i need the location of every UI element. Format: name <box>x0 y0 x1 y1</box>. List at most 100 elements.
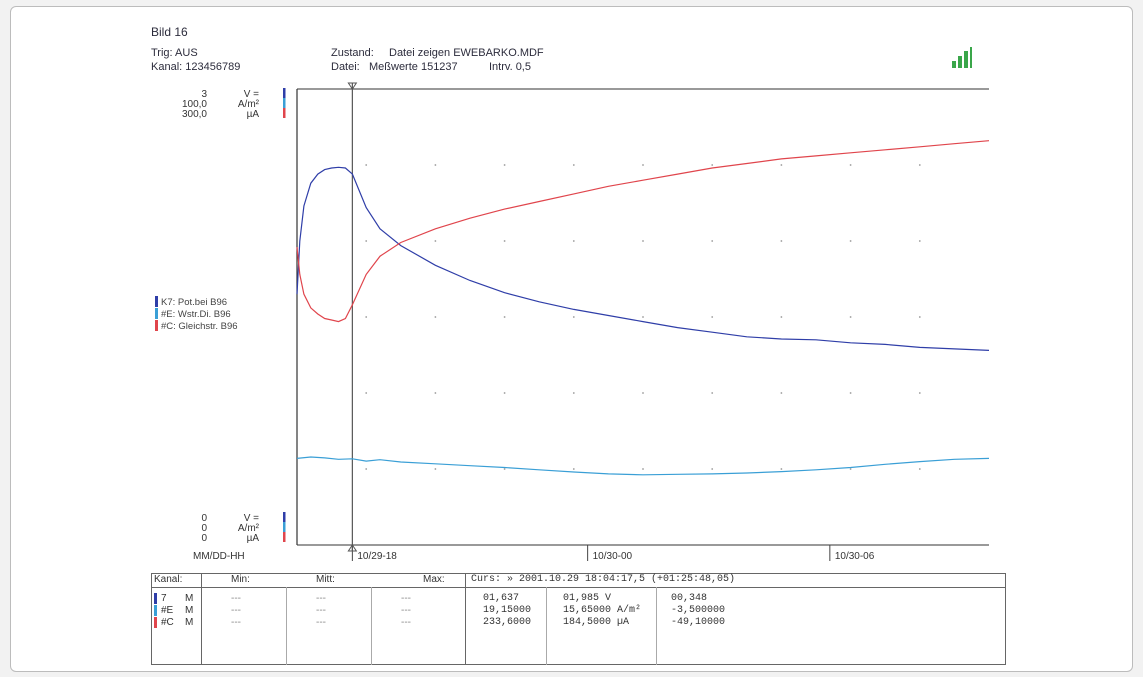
table-cell-c1: 01,637 <box>483 593 520 604</box>
legend-swatch <box>155 308 158 319</box>
table-cell-c2: 15,65000 A/m² <box>563 605 642 616</box>
y-bottom-label-unit: V = <box>244 513 259 524</box>
grid-dot <box>849 164 852 166</box>
table-header-max: Max: <box>423 574 445 585</box>
grid-dot <box>642 240 644 242</box>
table-cell-c3: -49,10000 <box>671 617 726 628</box>
table-cell-min: --- <box>231 593 241 604</box>
table-cell-mitt: --- <box>316 605 326 616</box>
table-cell-min: --- <box>231 605 241 616</box>
chart-area: 3 V = 100,0 A/m² 300,0 µA 0 V = 0 A/m² 0 µA K7: Pot.… <box>155 82 990 562</box>
table-cell-mitt: --- <box>316 593 326 604</box>
y-bottom-label-color-bar <box>283 532 286 542</box>
table-cell-mode: M <box>185 605 194 616</box>
grid-dot <box>434 316 437 318</box>
legend-label: #E: Wstr.Di. B96 <box>161 309 231 320</box>
zustand-value: Datei zeigen EWEBARKO.MDF <box>389 47 544 59</box>
y-bottom-label-unit: A/m² <box>238 523 260 534</box>
grid-dot <box>849 392 852 394</box>
grid-dot <box>918 164 921 166</box>
grid-dot <box>434 392 437 394</box>
y-top-label-value: 300,0 <box>182 109 207 120</box>
y-bottom-label-value: 0 <box>201 523 207 534</box>
table-col-divider <box>371 587 372 665</box>
table-left-border <box>151 573 152 665</box>
grid-dot <box>365 240 368 242</box>
y-top-label-unit: A/m² <box>238 99 260 110</box>
grid-dot <box>365 316 368 318</box>
table-cell-mode: M <box>185 617 194 628</box>
x-tick-label: 10/30-06 <box>835 551 875 562</box>
grid-dot <box>503 316 506 318</box>
table-col-divider <box>201 573 202 665</box>
y-top-label-unit: V = <box>244 89 259 100</box>
grid-dot <box>503 392 506 394</box>
table-cell-max: --- <box>401 593 411 604</box>
datei-label: Datei: <box>331 61 360 73</box>
zustand-label: Zustand: <box>331 47 374 59</box>
y-bottom-label-color-bar <box>283 512 286 522</box>
grid-dot <box>711 468 714 470</box>
table-cell-mode: M <box>185 593 194 604</box>
grid-dot <box>918 240 921 242</box>
grid-dot <box>918 468 921 470</box>
y-top-label-color-bar <box>283 108 286 118</box>
grid-dot <box>503 240 506 242</box>
grid-dot <box>503 468 506 470</box>
kanal-list: Kanal: 123456789 <box>151 61 241 73</box>
y-bottom-label-value: 0 <box>201 533 207 544</box>
grid-dot <box>572 240 575 242</box>
table-bottom-border <box>151 664 1006 665</box>
grid-dot <box>780 468 783 470</box>
table-col-divider <box>465 573 466 665</box>
table-cell-c3: 00,348 <box>671 593 708 604</box>
table-right-border <box>1005 573 1006 665</box>
row-color-bar <box>154 617 157 628</box>
x-axis-label: MM/DD-HH <box>193 551 245 562</box>
grid-dot <box>642 316 644 318</box>
grid-dot <box>711 164 714 166</box>
y-top-label-color-bar <box>283 88 286 98</box>
series-line <box>296 166 990 351</box>
signal-strength-icon <box>952 47 972 68</box>
legend-label: K7: Pot.bei B96 <box>161 297 227 308</box>
y-bottom-label-value: 0 <box>201 513 207 524</box>
y-top-label-unit: µA <box>247 109 260 120</box>
table-cell-c1: 233,6000 <box>483 617 532 628</box>
table-col-divider <box>286 587 287 665</box>
grid-dot <box>849 468 852 470</box>
table-cell-c2: 01,985 V <box>563 593 612 604</box>
grid-dot <box>572 468 575 470</box>
datei-value: Meßwerte 151237 <box>369 61 458 73</box>
grid-dot <box>434 240 437 242</box>
cursor-table: Kanal: Min: Mitt: Max: Curs: » 2001.10.2… <box>151 573 1006 665</box>
grid-dot <box>711 392 714 394</box>
table-header-kanal: Kanal: <box>154 574 183 585</box>
grid-dot <box>572 316 575 318</box>
grid-dot <box>572 392 575 394</box>
table-col-divider <box>656 587 657 665</box>
y-top-label-value: 100,0 <box>182 99 207 110</box>
grid-dot <box>918 392 921 394</box>
grid-dot <box>365 468 368 470</box>
table-cell-channel: #C <box>161 617 174 628</box>
legend-label: #C: Gleichstr. B96 <box>161 321 238 332</box>
grid-dot <box>849 240 852 242</box>
grid-dot <box>780 316 783 318</box>
table-cell-channel: 7 <box>161 593 167 604</box>
grid-dot <box>642 164 644 166</box>
table-cell-c3: -3,500000 <box>671 605 726 616</box>
grid-dot <box>365 392 368 394</box>
y-bottom-label-color-bar <box>283 522 286 532</box>
figure-title: Bild 16 <box>151 25 188 39</box>
grid-dot <box>849 316 852 318</box>
grid-dot <box>434 164 437 166</box>
grid-dot <box>642 468 644 470</box>
series-line <box>296 456 990 476</box>
table-cell-channel: #E <box>161 605 174 616</box>
table-cell-min: --- <box>231 617 241 628</box>
grid-dot <box>434 468 437 470</box>
trig-status: Trig: AUS <box>151 47 198 59</box>
x-tick-label: 10/30-00 <box>593 551 633 562</box>
cursor-readout: Curs: » 2001.10.29 18:04:17,5 (+01:25:48… <box>471 574 736 585</box>
